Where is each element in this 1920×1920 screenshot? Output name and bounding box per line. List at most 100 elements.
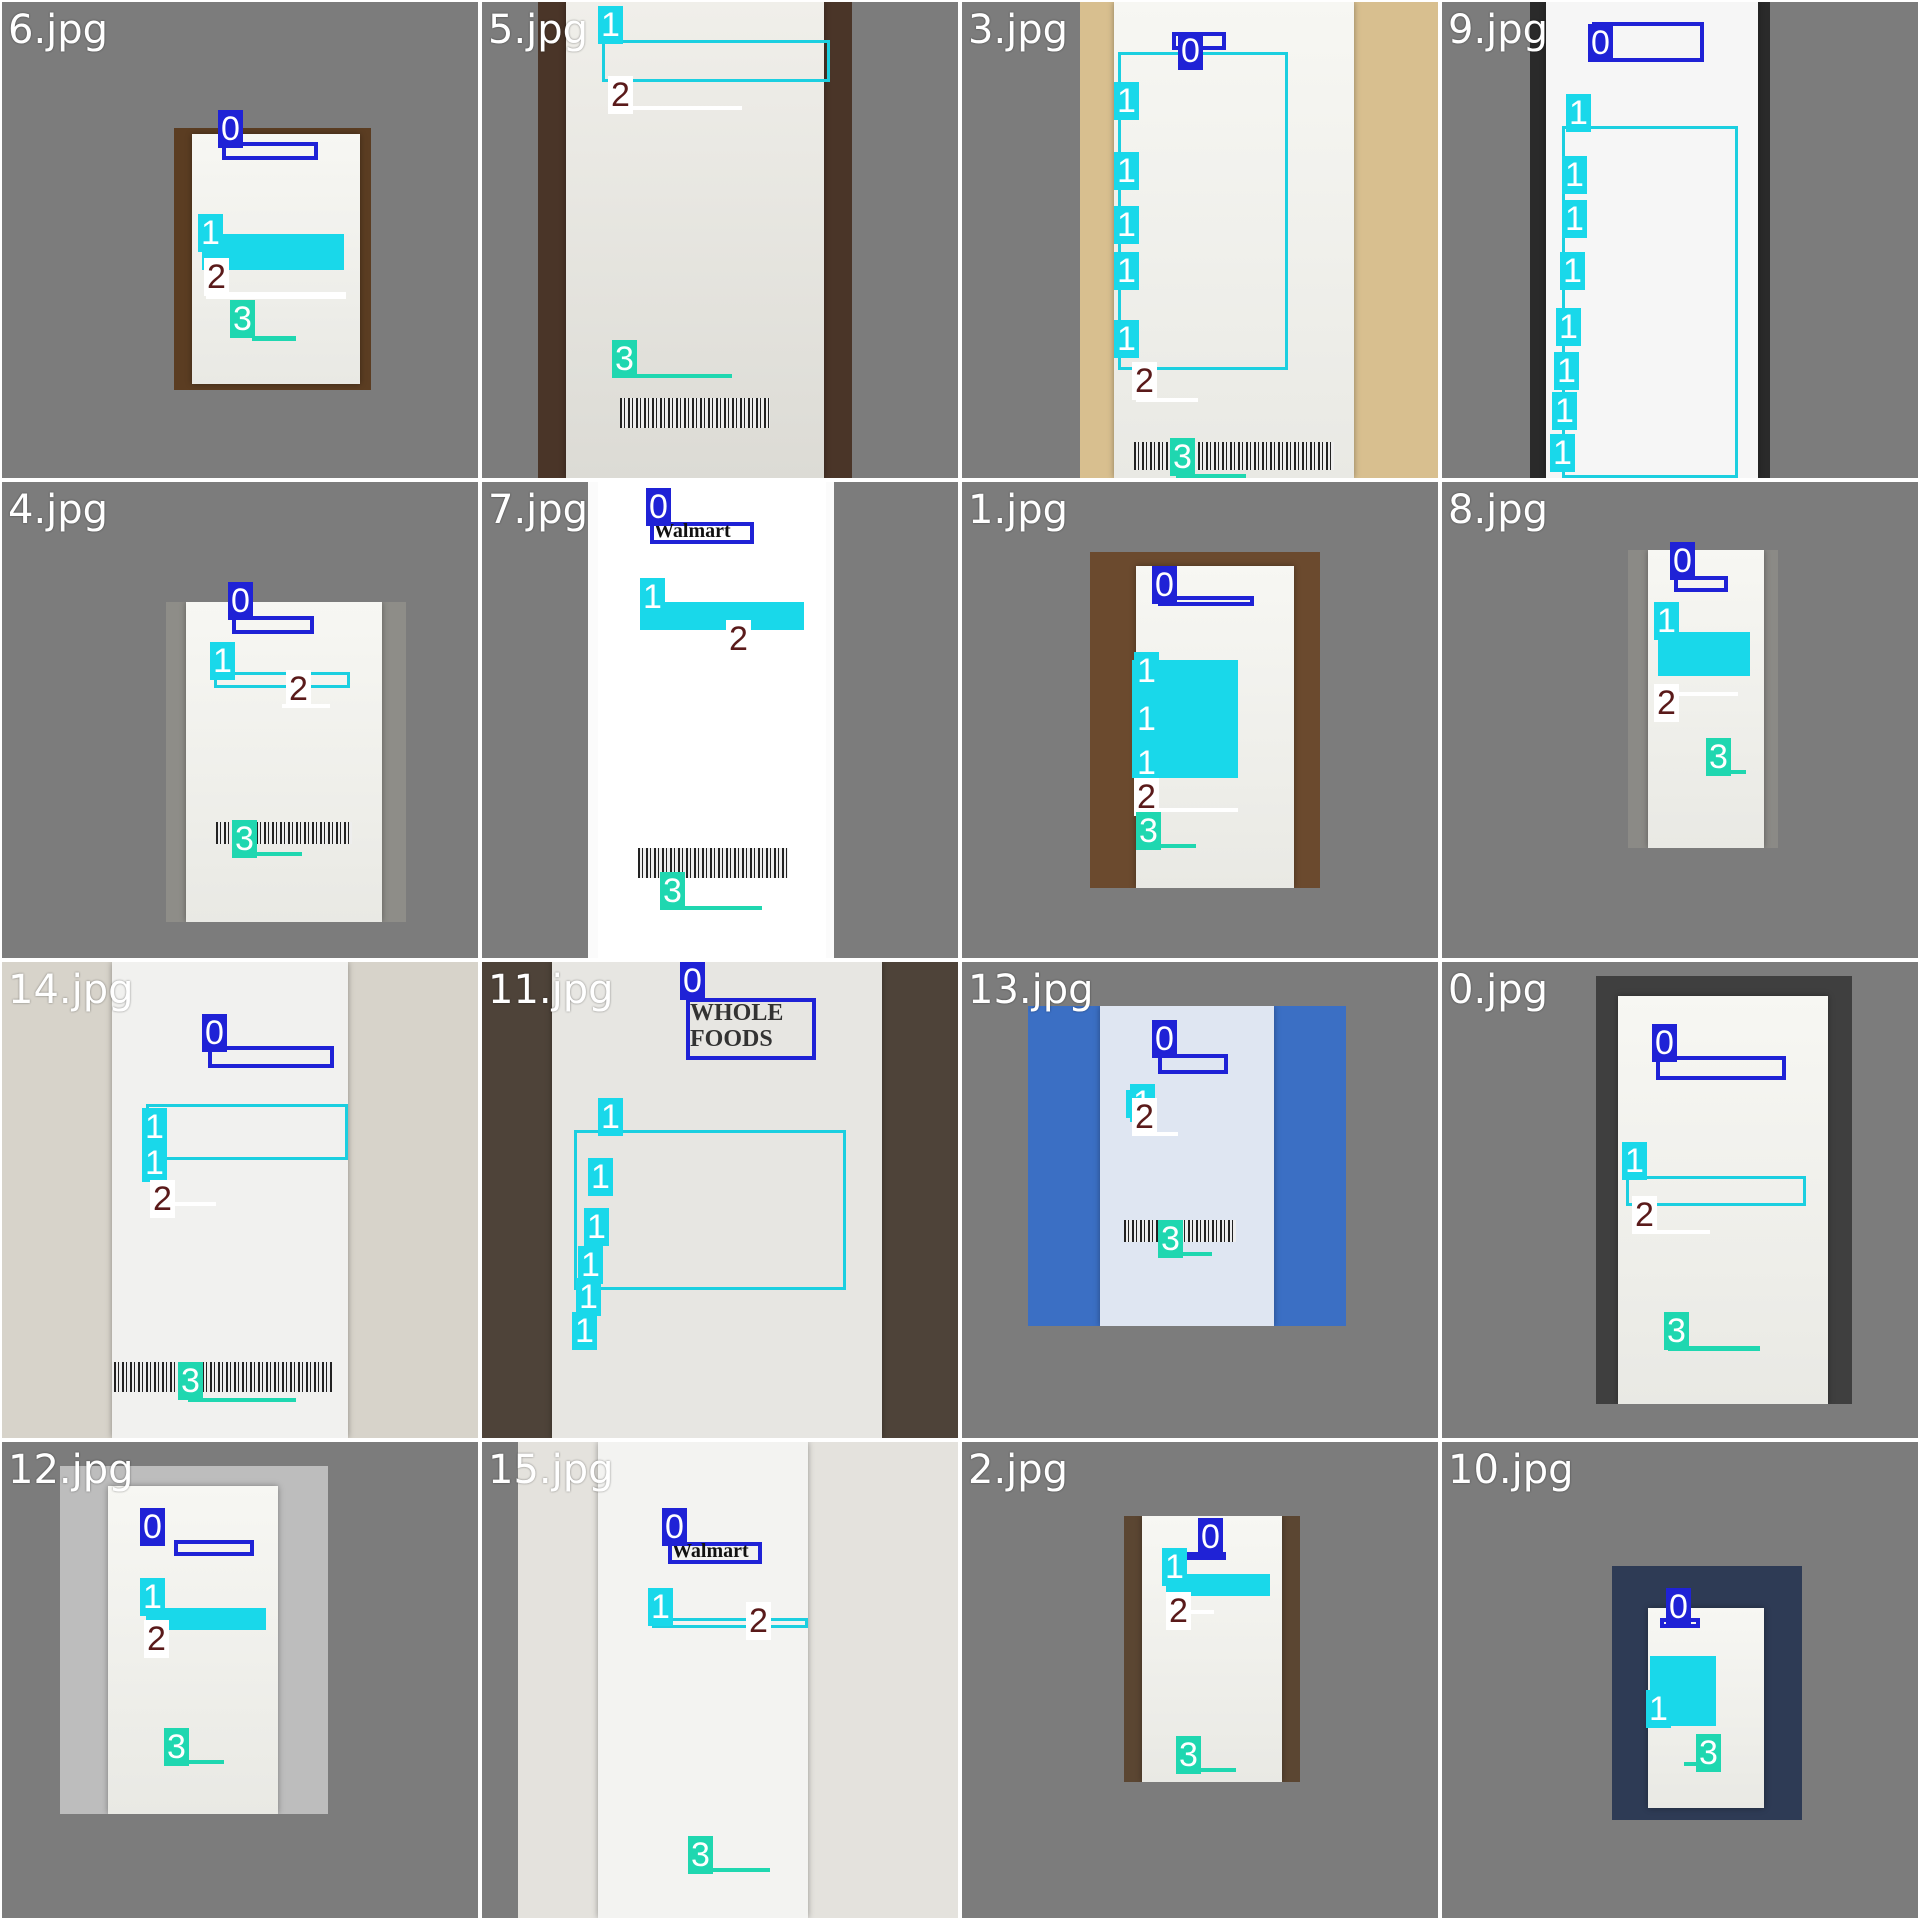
box-class-2 — [1672, 692, 1738, 696]
box-class-0 — [232, 616, 314, 634]
box-class-1 — [640, 602, 804, 630]
tile-0[interactable]: 0.jpg 0 1 2 3 — [1442, 962, 1918, 1438]
tile-filename: 10.jpg — [1448, 1447, 1574, 1493]
box-class-3 — [1668, 1346, 1760, 1351]
badge-class-2: 2 — [1132, 362, 1157, 400]
badge-class-2: 2 — [1632, 1196, 1657, 1234]
tile-filename: 6.jpg — [8, 7, 109, 53]
tile-6[interactable]: 6.jpg 0 1 2 3 — [2, 2, 478, 478]
receipt — [1100, 1006, 1274, 1326]
tile-8[interactable]: 8.jpg 0 1 2 3 — [1442, 482, 1918, 958]
badge-class-3: 3 — [1176, 1736, 1201, 1774]
badge-class-3: 3 — [1696, 1734, 1721, 1772]
badge-class-3: 3 — [232, 820, 257, 858]
badge-class-0: 0 — [1670, 542, 1695, 580]
receipt — [1546, 2, 1758, 478]
tile-7[interactable]: 7.jpg Walmart 0 1 2 3 — [482, 482, 958, 958]
badge-class-1: 1 — [648, 1588, 673, 1626]
badge-class-0: 0 — [680, 962, 705, 1000]
badge-class-0: 0 — [140, 1508, 165, 1546]
tile-filename: 9.jpg — [1448, 7, 1549, 53]
tile-filename: 7.jpg — [488, 487, 589, 533]
badge-class-1: 1 — [572, 1312, 597, 1350]
box-class-3 — [694, 1868, 770, 1872]
badge-class-3: 3 — [1706, 738, 1731, 776]
barcode — [1134, 442, 1334, 470]
store-logo: WHOLE FOODS — [690, 1000, 784, 1052]
badge-class-2: 2 — [144, 1620, 169, 1658]
box-class-2 — [206, 292, 346, 299]
box-class-1 — [602, 40, 830, 82]
barcode — [114, 1362, 332, 1392]
photo — [482, 962, 958, 1438]
badge-class-3: 3 — [660, 872, 685, 910]
box-class-2 — [1174, 1610, 1214, 1614]
barcode — [620, 398, 770, 428]
box-class-1 — [1166, 1574, 1270, 1596]
badge-class-1: 1 — [588, 1158, 613, 1196]
tile-filename: 12.jpg — [8, 1447, 134, 1493]
receipt — [112, 962, 348, 1438]
box-class-3 — [174, 1760, 224, 1764]
badge-class-2: 2 — [1654, 684, 1679, 722]
badge-class-2: 2 — [726, 620, 751, 658]
tile-10[interactable]: 10.jpg 0 1 3 — [1442, 1442, 1918, 1918]
badge-class-1: 1 — [1566, 94, 1591, 132]
tile-5[interactable]: 5.jpg 1 2 3 — [482, 2, 958, 478]
tile-4[interactable]: 4.jpg 0 1 2 3 — [2, 482, 478, 958]
badge-class-3: 3 — [164, 1728, 189, 1766]
tile-filename: 1.jpg — [968, 487, 1069, 533]
box-class-3 — [238, 852, 302, 856]
tile-1[interactable]: 1.jpg 0 1 1 1 2 3 — [962, 482, 1438, 958]
badge-class-1: 1 — [1622, 1142, 1647, 1180]
badge-class-0: 0 — [228, 582, 253, 620]
box-class-3 — [188, 1398, 296, 1402]
badge-class-0: 0 — [1178, 32, 1203, 70]
photo — [2, 962, 478, 1438]
box-class-1 — [574, 1130, 846, 1290]
box-class-0 — [686, 998, 816, 1060]
tile-15[interactable]: 15.jpg Walmart 0 1 2 3 — [482, 1442, 958, 1918]
box-class-1 — [1626, 1176, 1806, 1206]
box-class-3 — [1148, 844, 1196, 848]
tile-filename: 3.jpg — [968, 7, 1069, 53]
badge-class-1: 1 — [640, 578, 665, 616]
tile-filename: 8.jpg — [1448, 487, 1549, 533]
badge-class-1: 1 — [1134, 744, 1159, 782]
badge-class-0: 0 — [1152, 1020, 1177, 1058]
badge-class-0: 0 — [662, 1508, 687, 1546]
badge-class-1: 1 — [1562, 200, 1587, 238]
badge-class-1: 1 — [1562, 156, 1587, 194]
tile-2[interactable]: 2.jpg 0 1 2 3 — [962, 1442, 1438, 1918]
badge-class-3: 3 — [612, 340, 637, 378]
tile-9[interactable]: 9.jpg 0 1 1 1 1 1 1 1 1 — [1442, 2, 1918, 478]
tile-11[interactable]: 11.jpg WHOLE FOODS 0 1 1 1 1 1 1 — [482, 962, 958, 1438]
photo — [518, 1442, 958, 1918]
tile-14[interactable]: 14.jpg 0 1 1 2 3 — [2, 962, 478, 1438]
box-class-2 — [1636, 1230, 1710, 1234]
badge-class-0: 0 — [218, 110, 243, 148]
badge-class-1: 1 — [578, 1246, 603, 1284]
badge-class-2: 2 — [1166, 1592, 1191, 1630]
box-class-0 — [1656, 1056, 1786, 1080]
badge-class-1: 1 — [1550, 434, 1575, 472]
badge-class-3: 3 — [178, 1362, 203, 1400]
badge-class-1: 1 — [142, 1108, 167, 1146]
badge-class-1: 1 — [1552, 392, 1577, 430]
store-logo: Walmart — [672, 1540, 749, 1562]
box-class-3 — [1182, 1768, 1236, 1772]
badge-class-2: 2 — [608, 76, 633, 114]
badge-class-1: 1 — [1114, 82, 1139, 120]
box-class-0 — [1674, 576, 1728, 592]
tile-3[interactable]: 3.jpg 0 1 1 1 1 1 2 3 — [962, 2, 1438, 478]
badge-class-1: 1 — [1114, 152, 1139, 190]
photo — [166, 602, 406, 922]
box-class-0 — [208, 1046, 334, 1068]
tile-13[interactable]: 13.jpg 0 1 2 3 — [962, 962, 1438, 1438]
box-class-3 — [1162, 1252, 1212, 1256]
box-class-0 — [222, 142, 318, 160]
badge-class-1: 1 — [576, 1278, 601, 1316]
tile-12[interactable]: 12.jpg 0 1 2 3 — [2, 1442, 478, 1918]
badge-class-0: 0 — [202, 1014, 227, 1052]
